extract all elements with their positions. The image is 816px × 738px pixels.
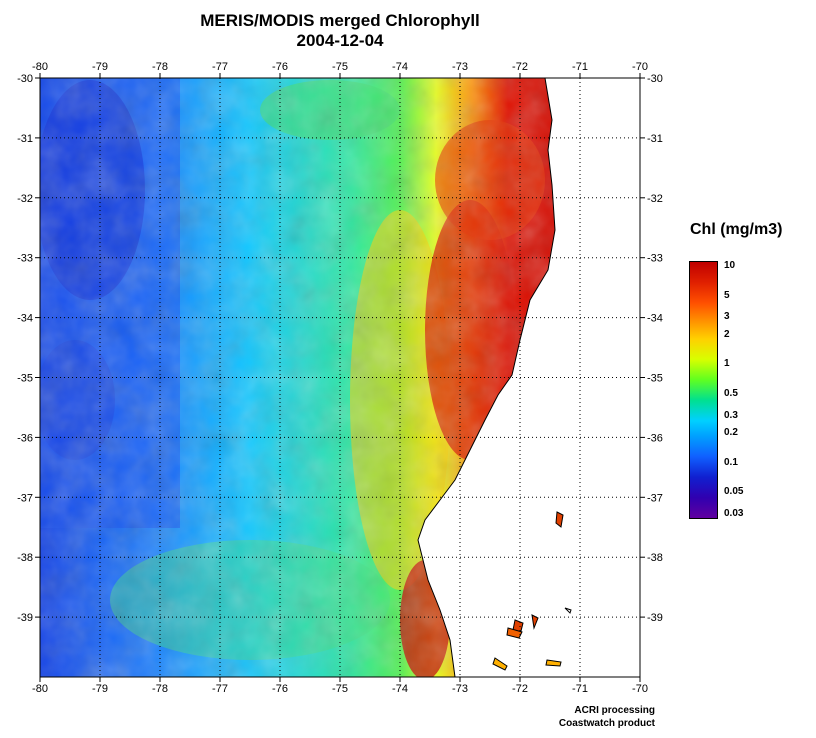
colorbar-label: 1 — [724, 358, 730, 370]
lat-tick-label-right: -35 — [647, 373, 663, 385]
colorbar-label: 5 — [724, 289, 730, 301]
lon-tick-label-top: -71 — [572, 61, 588, 73]
colorbar-label: 0.2 — [724, 427, 738, 438]
lat-tick-label-left: -36 — [17, 432, 33, 444]
lon-tick-label-bottom: -70 — [632, 683, 648, 695]
lon-tick-label-bottom: -76 — [272, 683, 288, 695]
lon-tick-label-top: -79 — [92, 61, 108, 73]
lon-tick-label-top: -73 — [452, 61, 468, 73]
lon-tick-label-top: -80 — [32, 61, 48, 73]
lon-tick-label-bottom: -79 — [92, 683, 108, 695]
lat-tick-label-right: -33 — [647, 253, 663, 265]
lon-tick-label-top: -74 — [392, 61, 408, 73]
lon-tick-label-bottom: -78 — [152, 683, 168, 695]
lon-tick-label-top: -77 — [212, 61, 228, 73]
lat-tick-label-left: -39 — [17, 612, 33, 624]
colorbar — [689, 261, 718, 519]
lon-tick-label-top: -75 — [332, 61, 348, 73]
colorbar-label: 2 — [724, 328, 730, 340]
graticule — [40, 78, 640, 677]
colorbar-label: 0.05 — [724, 486, 744, 498]
lat-tick-label-left: -35 — [17, 373, 33, 385]
lon-tick-label-bottom: -73 — [452, 683, 468, 695]
lat-tick-label-right: -34 — [647, 313, 663, 325]
lat-tick-label-left: -37 — [17, 492, 33, 504]
lon-tick-label-bottom: -75 — [332, 683, 348, 695]
lat-tick-label-left: -33 — [17, 253, 33, 265]
map-title: MERIS/MODIS merged Chlorophyll — [200, 11, 480, 30]
colorbar-label: 0.03 — [724, 508, 744, 519]
lon-tick-label-top: -78 — [152, 61, 168, 73]
colorbar-label: 0.5 — [724, 387, 738, 399]
lon-tick-label-bottom: -71 — [572, 683, 588, 695]
colorbar-label: 3 — [724, 311, 730, 323]
lon-tick-label-top: -72 — [512, 61, 528, 73]
lon-tick-label-bottom: -77 — [212, 683, 228, 695]
lon-tick-label-top: -70 — [632, 61, 648, 73]
lat-tick-label-left: -32 — [17, 193, 33, 205]
islands — [492, 511, 572, 671]
lat-tick-label-right: -38 — [647, 552, 663, 564]
lat-tick-label-right: -32 — [647, 193, 663, 205]
lat-tick-label-left: -30 — [17, 73, 33, 85]
credit-product: Coastwatch product — [558, 718, 655, 729]
lat-tick-label-right: -31 — [647, 133, 663, 145]
lat-tick-label-left: -34 — [17, 313, 33, 325]
lat-tick-label-right: -30 — [647, 73, 663, 85]
map-date: 2004-12-04 — [296, 31, 384, 50]
lat-tick-label-right: -39 — [647, 612, 663, 624]
lat-tick-label-left: -31 — [17, 133, 33, 145]
colorbar-label: 10 — [724, 260, 736, 271]
lon-tick-label-bottom: -72 — [512, 683, 528, 695]
colorbar-label: 0.1 — [724, 456, 738, 468]
colorbar-label: 0.3 — [724, 409, 738, 421]
lat-tick-label-right: -36 — [647, 432, 663, 444]
lon-tick-label-top: -76 — [272, 61, 288, 73]
lon-tick-label-bottom: -74 — [392, 683, 408, 695]
lon-tick-label-bottom: -80 — [32, 683, 48, 695]
legend-title: Chl (mg/m3) — [690, 221, 783, 238]
lat-tick-label-right: -37 — [647, 492, 663, 504]
lat-tick-label-left: -38 — [17, 552, 33, 564]
credit-processing: ACRI processing — [574, 705, 655, 716]
